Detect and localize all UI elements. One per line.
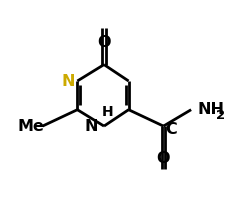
Text: N: N xyxy=(62,74,75,89)
Text: O: O xyxy=(97,35,111,50)
Text: NH: NH xyxy=(197,102,224,117)
Text: H: H xyxy=(102,104,114,118)
Text: N: N xyxy=(84,118,98,133)
Text: O: O xyxy=(157,150,170,165)
Text: C: C xyxy=(166,121,177,136)
Text: 2: 2 xyxy=(216,109,225,122)
Text: Me: Me xyxy=(18,118,45,133)
